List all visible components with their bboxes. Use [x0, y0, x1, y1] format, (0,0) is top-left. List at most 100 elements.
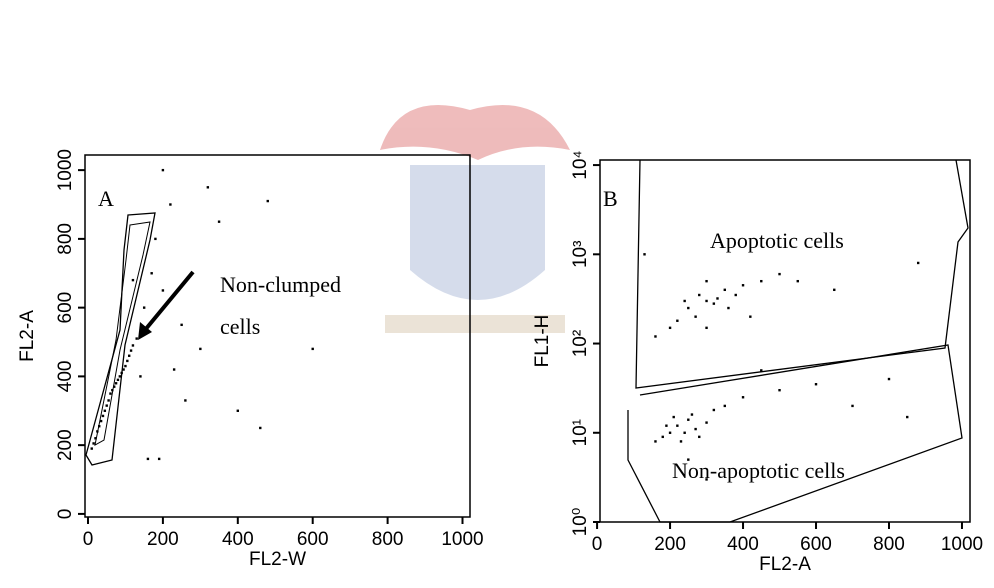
point [705, 299, 708, 303]
point [126, 359, 129, 363]
point [154, 237, 157, 241]
gate [627, 344, 963, 523]
x-tick-label: 200 [654, 534, 686, 555]
point [654, 335, 657, 338]
point [741, 396, 745, 399]
point [661, 435, 664, 439]
y-tick-label: 800 [55, 223, 76, 255]
point [723, 288, 726, 292]
x-tick-label: 400 [222, 529, 254, 550]
point [99, 419, 103, 423]
point [690, 413, 694, 416]
point [694, 315, 697, 318]
y-axis-label: FL1-H [532, 315, 553, 368]
plot-frame [599, 159, 971, 523]
point [676, 319, 679, 322]
point [259, 426, 262, 430]
panel-label: A [98, 186, 114, 211]
point [120, 371, 123, 375]
point [217, 220, 221, 223]
y-tick-label: 10² [570, 330, 591, 357]
point [98, 425, 101, 428]
point [654, 440, 657, 443]
point [150, 272, 153, 275]
point [139, 375, 142, 378]
point [778, 272, 781, 276]
annotation: Non-apoptotic cells [672, 458, 845, 483]
point [672, 415, 675, 419]
point [92, 442, 95, 445]
annotation: cells [220, 314, 260, 339]
point [180, 323, 183, 327]
point [749, 315, 752, 318]
point [833, 288, 836, 292]
point [668, 431, 672, 434]
annotation: Non-clumped [220, 272, 341, 297]
point [760, 279, 763, 283]
point [887, 377, 891, 381]
x-tick-label: 0 [592, 534, 603, 555]
point [906, 415, 909, 419]
x-axis-label: FL2-A [759, 554, 811, 575]
y-tick-label: 10⁰ [570, 508, 591, 537]
point [687, 418, 690, 421]
point [111, 388, 114, 392]
point [135, 337, 138, 340]
point [105, 404, 108, 407]
x-tick-label: 800 [873, 534, 905, 555]
point [916, 261, 920, 265]
point [109, 392, 112, 395]
point [741, 284, 745, 287]
point [760, 369, 763, 372]
point [131, 278, 135, 282]
point [814, 383, 818, 386]
point [705, 326, 708, 330]
point [643, 253, 646, 256]
point [665, 424, 668, 427]
point [107, 399, 110, 402]
y-tick-label: 10⁴ [570, 150, 591, 179]
point [118, 375, 122, 378]
point [161, 168, 165, 172]
x-tick-label: 0 [83, 529, 94, 550]
gate [94, 221, 151, 446]
x-tick-label: 600 [800, 534, 832, 555]
point [157, 457, 161, 461]
point [734, 293, 737, 297]
point [114, 382, 118, 385]
point [116, 378, 120, 382]
point [172, 368, 176, 371]
point [236, 409, 240, 412]
point [206, 186, 210, 189]
point [311, 347, 314, 351]
point [687, 458, 690, 461]
x-tick-label: 200 [147, 529, 179, 550]
point [683, 431, 686, 434]
point [146, 457, 150, 461]
point [716, 297, 719, 300]
point [676, 424, 679, 427]
y-tick-label: 400 [55, 361, 76, 393]
plot-frame [84, 154, 471, 518]
point [712, 408, 716, 412]
point [101, 414, 105, 418]
x-axis-label: FL2-W [249, 549, 306, 570]
y-tick-label: 1000 [55, 149, 76, 191]
point [96, 430, 99, 433]
annotation: Apoptotic cells [710, 228, 844, 253]
point [796, 279, 799, 283]
point [122, 368, 125, 371]
x-tick-label: 800 [372, 529, 404, 550]
point [184, 399, 187, 402]
x-tick-label: 600 [297, 529, 329, 550]
arrow [143, 270, 195, 332]
y-axis-label: FL2-A [17, 310, 38, 362]
y-tick-label: 600 [55, 292, 76, 324]
point [851, 404, 854, 408]
point [723, 404, 726, 408]
y-tick-label: 10³ [570, 241, 591, 268]
panel-label: B [603, 186, 618, 211]
arrow-head [138, 322, 152, 340]
point [668, 326, 672, 330]
